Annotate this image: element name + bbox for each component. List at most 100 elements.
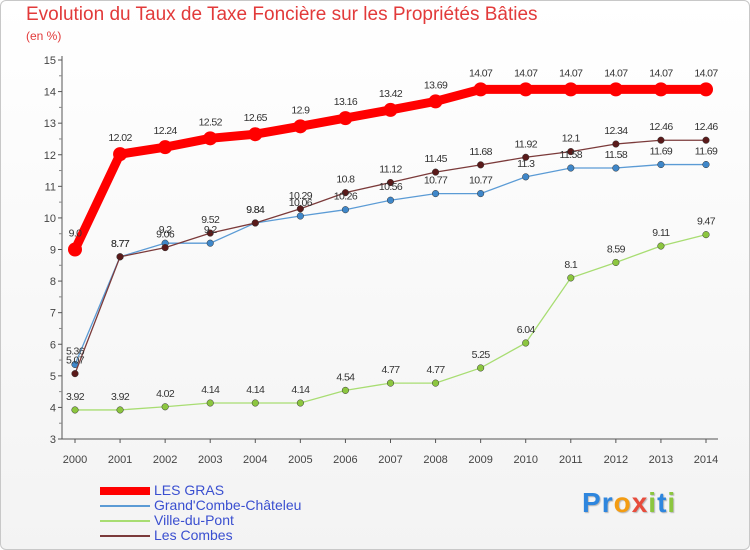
x-tick-label: 2001 [108,454,132,466]
data-point [432,379,440,387]
data-label: 11.69 [650,146,673,158]
data-point [702,160,710,169]
data-label: 9.0 [69,228,83,240]
data-label: 4.14 [201,384,220,396]
data-point [296,212,304,220]
data-point [386,178,395,187]
legend-swatch [100,535,150,537]
data-label: 9.2 [159,224,173,236]
data-point [612,258,620,266]
data-label: 11.45 [424,153,447,165]
data-label: 6.04 [517,324,536,336]
data-label: 10.56 [379,181,403,193]
x-tick-label: 2002 [153,454,177,466]
data-point [68,242,82,257]
data-label: 4.54 [336,371,355,383]
y-tick-label: 14 [44,87,56,99]
logo-letter: r [601,487,614,518]
x-tick-label: 2000 [63,454,87,466]
y-tick-label: 8 [50,276,56,288]
data-point [612,140,620,148]
data-point [657,160,665,169]
data-label: 14.07 [604,67,628,79]
data-label: 8.77 [111,238,130,250]
data-point [522,153,530,161]
y-tick-label: 11 [45,181,56,193]
data-point [116,253,124,261]
x-tick-label: 2008 [423,454,447,466]
data-point [432,190,440,198]
data-point [158,140,173,155]
data-label: 5.07 [66,355,85,367]
data-point [657,242,665,250]
data-label: 12.46 [694,121,718,133]
logo-letter: P [582,487,602,518]
x-tick-label: 2005 [288,454,312,466]
x-tick-label: 2006 [333,454,357,466]
data-point [203,131,218,146]
data-point [477,161,485,169]
data-label: 9.2 [204,224,218,236]
data-label: 12.34 [604,125,628,137]
data-point [657,136,665,144]
data-label: 11.68 [469,146,492,158]
data-label: 9.11 [652,227,670,239]
x-tick-label: 2004 [243,454,267,466]
data-label: 11.3 [517,158,535,170]
data-point [702,231,710,239]
line-chart: 3 4 5 6 7 8 9 10 11 12 13 14 15 2000 2001 2002 2003 2004 2… [44,55,719,466]
data-label: 12.24 [154,125,178,137]
data-label: 14.07 [649,67,673,79]
y-tick-label: 4 [50,402,56,414]
chart-title: Evolution du Taux de Taxe Foncière sur l… [26,4,538,25]
x-tick-label: 2009 [468,454,492,466]
logo-letter: o [613,487,632,518]
data-label: 4.14 [291,384,310,396]
proxiti-logo: Proxiti [582,487,676,519]
data-point [386,379,395,387]
legend-label: LES GRAS [154,482,225,498]
x-tick-label: 2011 [559,454,583,466]
y-tick-label: 15 [44,55,56,67]
data-point [567,164,575,172]
x-tick-label: 2007 [378,454,402,466]
data-label: 4.77 [427,364,446,376]
y-tick-label: 6 [50,339,56,351]
data-label: 5.25 [472,349,491,361]
data-point [567,148,575,156]
data-point [653,82,668,97]
data-label: 12.52 [199,116,223,128]
data-label: 14.07 [469,67,493,79]
data-label: 4.14 [246,384,265,396]
data-point [251,219,259,227]
data-label: 11.92 [514,138,537,150]
legend-label: Ville-du-Pont [154,512,234,528]
data-label: 8.1 [564,259,578,271]
data-label: 9.06 [156,229,175,241]
x-tick-label: 2003 [198,454,222,466]
data-point [477,190,485,198]
data-label: 14.07 [514,67,538,79]
data-point [113,147,128,162]
y-axis-unit: (en %) [26,29,62,43]
data-label: 14.07 [559,67,583,79]
data-point [161,244,169,252]
data-point [341,189,349,197]
y-tick-label: 12 [44,150,56,162]
data-label: 10.06 [289,197,313,209]
legend-label: Les Combes [154,527,233,543]
data-point [428,94,443,109]
x-tick-label: 2012 [604,454,628,466]
data-label: 4.77 [381,364,400,376]
data-label: 10.29 [289,190,313,202]
data-label: 8.59 [607,243,626,255]
logo-letter: t [657,487,668,518]
logo-letter: i [648,487,658,518]
data-label: 11.69 [695,146,718,158]
y-tick-label: 5 [50,371,56,383]
data-point [612,164,620,172]
data-point [477,364,485,372]
data-label: 12.02 [108,132,132,144]
data-point [341,386,349,394]
data-point [251,399,259,407]
